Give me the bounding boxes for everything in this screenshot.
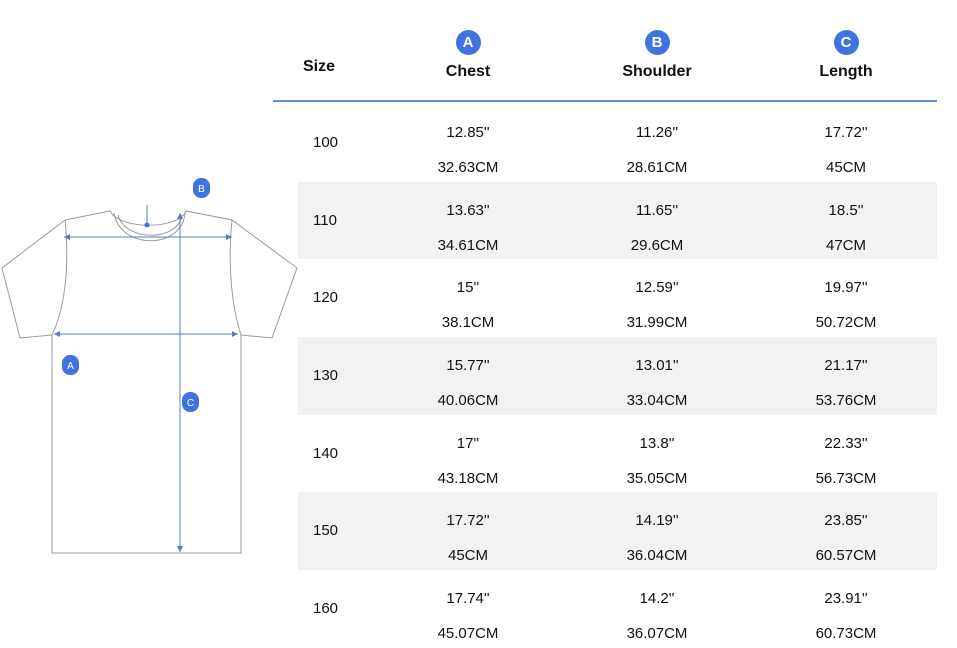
table-body: 100 12.85'' 32.63CM 11.26'' 28.61CM 17.7… xyxy=(273,104,937,648)
badge-a-icon: A xyxy=(455,30,481,55)
length-cm: 47CM xyxy=(825,236,866,254)
length-in: 21.17'' xyxy=(824,357,868,375)
size-cell: 100 xyxy=(313,134,339,151)
length-cm: 60.57CM xyxy=(815,547,877,565)
header-shoulder-label: Shoulder xyxy=(622,63,692,80)
table-row: 110 13.63'' 34.61CM 11.65'' 29.6CM 18.5'… xyxy=(273,181,937,260)
length-cm: 45CM xyxy=(825,159,866,176)
size-chart-table: Size A Chest B Shoulder C Length 100 12.… xyxy=(273,20,937,648)
chest-in: 17.72'' xyxy=(446,512,490,530)
shoulder-in: 14.19'' xyxy=(635,512,679,530)
length-in: 23.85'' xyxy=(824,512,868,530)
chest-cm: 38.1CM xyxy=(441,314,495,332)
shoulder-in: 13.01'' xyxy=(635,357,679,375)
shoulder-in: 11.26'' xyxy=(635,124,679,141)
header-length: C Length xyxy=(776,20,916,100)
collar-inner xyxy=(117,214,183,236)
table-row: 120 15'' 38.1CM 12.59'' 31.99CM 19.97'' … xyxy=(273,259,937,337)
table-header: Size A Chest B Shoulder C Length xyxy=(273,20,937,102)
table-row: 130 15.77'' 40.06CM 13.01'' 33.04CM 21.1… xyxy=(273,337,937,415)
length-in: 22.33'' xyxy=(824,434,868,452)
shoulder-cm: 29.6CM xyxy=(630,236,684,254)
svg-text:C: C xyxy=(187,398,194,409)
chest-in: 15.77'' xyxy=(446,357,490,375)
shoulder-in: 14.2'' xyxy=(639,590,675,608)
size-cell: 130 xyxy=(313,367,339,385)
chest-cm: 34.61CM xyxy=(437,236,499,254)
header-shoulder: B Shoulder xyxy=(587,20,727,100)
table-row: 150 17.72'' 45CM 14.19'' 36.04CM 23.85''… xyxy=(273,492,937,570)
size-cell: 140 xyxy=(313,444,339,462)
table-row: 100 12.85'' 32.63CM 11.26'' 28.61CM 17.7… xyxy=(273,104,937,182)
badge-c-icon: C xyxy=(182,392,199,412)
chest-cm: 43.18CM xyxy=(437,469,499,487)
tshirt-diagram: A B C xyxy=(1,178,298,554)
size-cell: 160 xyxy=(313,600,339,618)
svg-text:B: B xyxy=(198,184,205,195)
shoulder-in: 11.65'' xyxy=(635,201,679,219)
table-row: 160 17.74'' 45.07CM 14.2'' 36.07CM 23.91… xyxy=(273,570,937,648)
size-cell: 110 xyxy=(313,211,337,229)
length-cm: 56.73CM xyxy=(815,469,877,487)
shoulder-cm: 28.61CM xyxy=(626,159,688,176)
length-cm: 53.76CM xyxy=(815,392,877,410)
chest-in: 12.85'' xyxy=(446,124,490,141)
badge-c-icon: C xyxy=(833,30,859,55)
length-in: 23.91'' xyxy=(824,590,868,608)
badge-b-icon: B xyxy=(193,178,210,198)
badge-a-icon: A xyxy=(62,355,79,375)
length-in: 18.5'' xyxy=(828,201,864,219)
table-row: 140 17'' 43.18CM 13.8'' 35.05CM 22.33'' … xyxy=(273,415,937,493)
shoulder-cm: 36.07CM xyxy=(626,625,688,643)
header-length-label: Length xyxy=(819,63,873,80)
length-cm: 60.73CM xyxy=(815,625,877,643)
chest-in: 17'' xyxy=(456,434,480,452)
length-in: 17.72'' xyxy=(824,124,868,141)
header-size: Size xyxy=(303,58,336,75)
shoulder-cm: 35.05CM xyxy=(626,469,688,487)
shoulder-cm: 36.04CM xyxy=(626,547,688,565)
svg-text:A: A xyxy=(67,361,74,372)
chest-cm: 45CM xyxy=(447,547,488,565)
chest-cm: 45.07CM xyxy=(437,625,499,643)
chest-in: 13.63'' xyxy=(446,201,490,219)
shoulder-cm: 33.04CM xyxy=(626,392,688,410)
length-in: 19.97'' xyxy=(824,279,868,297)
chest-cm: 32.63CM xyxy=(437,159,499,176)
size-cell: 150 xyxy=(313,522,339,540)
badge-b-icon: B xyxy=(644,30,670,55)
shoulder-cm: 31.99CM xyxy=(626,314,688,332)
chest-in: 17.74'' xyxy=(446,590,490,608)
length-cm: 50.72CM xyxy=(815,314,877,332)
shoulder-in: 12.59'' xyxy=(635,279,679,297)
header-chest-label: Chest xyxy=(445,63,491,80)
header-chest: A Chest xyxy=(398,20,538,100)
size-cell: 120 xyxy=(313,289,339,307)
chest-in: 15'' xyxy=(456,279,480,297)
shoulder-in: 13.8'' xyxy=(639,434,675,452)
tshirt-outline xyxy=(1,210,298,554)
chest-cm: 40.06CM xyxy=(437,392,499,410)
collar-rib xyxy=(113,212,186,242)
